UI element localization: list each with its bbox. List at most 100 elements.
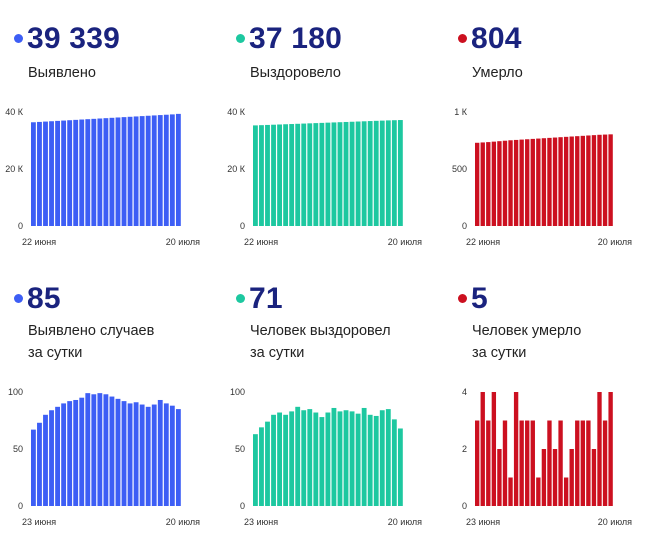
panel-deaths: 804 Умерло 1 К 500 0 22 июня 20 июля (444, 0, 647, 270)
bar (265, 124, 270, 226)
bar (513, 139, 519, 226)
x-tick-label-end: 20 июля (388, 237, 422, 247)
label-line: Человек выздоровел (250, 323, 391, 339)
x-tick-label-end: 20 июля (598, 237, 632, 247)
bar (67, 401, 73, 506)
bar (127, 116, 133, 226)
stat-value: 5 (471, 282, 488, 315)
bar (43, 121, 48, 226)
bar (586, 135, 591, 226)
bar (337, 122, 343, 226)
bar (253, 125, 258, 226)
bar (391, 419, 397, 506)
bar (608, 392, 613, 506)
panel-recovered: 37 180 Выздоровело 40 К 20 К 0 22 июня 20 ию… (222, 0, 437, 270)
x-tick-label-start: 22 июня (466, 237, 500, 247)
bar (563, 477, 569, 506)
bar (295, 406, 301, 506)
bar (602, 134, 608, 226)
bar (73, 119, 79, 226)
bar (49, 121, 54, 226)
bar (575, 420, 580, 506)
bar (151, 404, 157, 506)
label-line: Выявлено случаев (28, 323, 155, 339)
x-tick-label-end: 20 июля (166, 237, 200, 247)
bar (491, 392, 497, 506)
bar (379, 120, 385, 226)
panel-daily-detected: 85 Выявлено случаев за сутки 100 50 0 23 ию… (0, 270, 215, 540)
bar (121, 401, 127, 506)
bar (325, 122, 331, 226)
stat: 37 180 (236, 22, 342, 56)
y-tick-label: 1 К (454, 107, 468, 117)
bar (133, 116, 139, 226)
bar (337, 411, 343, 506)
bar (343, 121, 349, 226)
bar (591, 135, 597, 226)
bar (253, 434, 258, 506)
bar (608, 134, 613, 226)
bar (491, 141, 497, 226)
bar-chart: 100 50 0 23 июня 20 июля (8, 387, 200, 527)
stat-label: Выявлено (28, 62, 228, 84)
bar (558, 137, 563, 226)
bar (139, 404, 145, 506)
bar (109, 117, 115, 226)
stat-label: Человек выздоровел за сутки (250, 320, 450, 364)
bar (97, 118, 103, 226)
bar (301, 123, 307, 226)
bar (145, 115, 151, 226)
bar (486, 142, 491, 226)
bar (486, 420, 491, 506)
bar (109, 396, 115, 506)
bar (586, 420, 591, 506)
label-line: за сутки (28, 345, 83, 361)
bar (259, 427, 264, 506)
y-tick-label: 4 (462, 387, 467, 397)
bar (295, 123, 301, 226)
stat-value: 71 (249, 282, 283, 315)
bar (325, 412, 331, 506)
y-tick-label: 100 (230, 387, 245, 397)
stat: 39 339 (14, 22, 120, 56)
bar (563, 136, 569, 226)
bar (169, 114, 175, 226)
legend-dot (14, 294, 23, 304)
label-line: Выздоровело (250, 65, 341, 81)
bar (361, 121, 367, 226)
bar (127, 403, 133, 506)
bar (349, 121, 355, 226)
bar (103, 394, 109, 506)
bar (367, 121, 373, 226)
y-tick-label: 0 (18, 501, 23, 511)
label-line: Умерло (472, 65, 523, 81)
x-tick-label-end: 20 июля (598, 517, 632, 527)
bar (569, 449, 574, 506)
bar (307, 409, 313, 506)
bar (475, 420, 480, 506)
bar (259, 125, 264, 226)
bar (277, 124, 282, 226)
bar (79, 119, 85, 226)
x-tick-label-start: 23 июня (22, 517, 56, 527)
bar (115, 117, 121, 226)
x-tick-label-start: 23 июня (244, 517, 278, 527)
bar (379, 410, 385, 506)
stat-value: 37 180 (249, 22, 342, 55)
bar (151, 115, 157, 226)
stat: 71 (236, 282, 283, 316)
bar (157, 115, 163, 226)
bar (175, 113, 181, 226)
bar (43, 414, 48, 506)
bar (169, 405, 175, 506)
bar (31, 122, 36, 226)
y-tick-label: 0 (18, 221, 23, 231)
bar (271, 124, 276, 226)
bar (569, 136, 574, 226)
y-tick-label: 20 К (5, 164, 24, 174)
y-tick-label: 500 (452, 164, 467, 174)
panel-daily-deaths: 5 Человек умерло за сутки 4 2 0 23 июня 20 и… (444, 270, 647, 540)
bar (355, 121, 361, 226)
y-tick-label: 0 (462, 501, 467, 511)
y-tick-label: 40 К (5, 107, 24, 117)
